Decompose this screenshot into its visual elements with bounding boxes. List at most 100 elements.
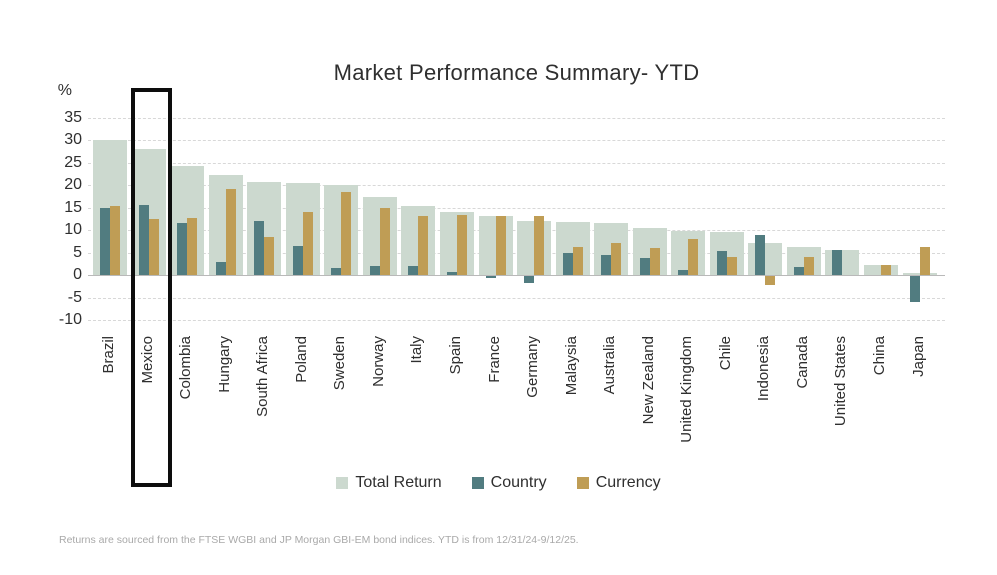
- bar-currency-sweden: [341, 192, 352, 275]
- bar-country-spain: [446, 272, 457, 275]
- bar-country-united-states: [832, 250, 843, 275]
- x-axis-label-indonesia: Indonesia: [755, 336, 773, 402]
- y-axis-tick-label: 35: [64, 108, 82, 126]
- y-axis-tick-label: 0: [73, 266, 82, 283]
- legend-swatch-currency: [576, 477, 589, 489]
- bar-country-france: [485, 276, 496, 279]
- bar-country-south-africa: [254, 220, 265, 275]
- bar-currency-new-zealand: [649, 248, 660, 275]
- bar-currency-indonesia: [765, 276, 776, 285]
- bar-country-brazil: [100, 207, 110, 275]
- bar-currency-brazil: [110, 206, 120, 275]
- legend-swatch-total_return: [336, 477, 349, 489]
- gridline: [88, 207, 945, 209]
- bar-country-italy: [408, 266, 419, 275]
- x-axis-label-colombia: Colombia: [177, 336, 195, 400]
- bar-country-united-kingdom: [678, 269, 689, 275]
- bar-currency-hungary: [225, 188, 236, 275]
- x-axis-label-malaysia: Malaysia: [562, 336, 580, 396]
- y-axis-tick-label: 15: [64, 198, 82, 216]
- gridline: [88, 140, 945, 141]
- x-axis-label-spain: Spain: [446, 336, 464, 375]
- x-axis-label-australia: Australia: [601, 336, 619, 395]
- bar-country-canada: [793, 266, 804, 275]
- bar-country-new-zealand: [639, 257, 650, 275]
- legend-item-country: Country: [471, 474, 547, 492]
- x-axis-label-united-kingdom: United Kingdom: [678, 336, 696, 443]
- x-axis-label-south-africa: South Africa: [254, 336, 272, 417]
- legend-item-currency: Currency: [576, 474, 661, 492]
- x-axis-label-norway: Norway: [369, 336, 387, 387]
- y-axis-unit-label: %: [57, 82, 72, 99]
- gridline: [88, 320, 945, 321]
- legend: Total Return Country Currency: [0, 474, 997, 492]
- legend-item-total_return: Total Return: [336, 474, 442, 492]
- bar-country-norway: [369, 266, 380, 275]
- bar-country-mexico: [138, 205, 149, 275]
- legend-label-currency: Currency: [595, 474, 661, 491]
- x-axis-label-hungary: Hungary: [215, 336, 233, 393]
- y-axis-tick-label: -10: [58, 311, 82, 328]
- bar-currency-china: [881, 265, 891, 275]
- y-axis-tick-label: 20: [64, 176, 82, 193]
- bar-currency-norway: [379, 207, 390, 275]
- x-axis-label-sweden: Sweden: [331, 336, 349, 391]
- legend-swatch-country: [471, 477, 484, 489]
- mexico-highlight-box: [131, 88, 172, 487]
- x-axis-label-japan: Japan: [909, 336, 927, 377]
- bar-currency-mexico: [148, 219, 159, 275]
- bar-currency-malaysia: [572, 247, 583, 275]
- bar-currency-france: [495, 215, 506, 275]
- gridline: [88, 185, 945, 186]
- chart-title: Market Performance Summary- YTD: [333, 60, 700, 85]
- x-axis-label-new-zealand: New Zealand: [639, 336, 657, 425]
- gridline: [88, 252, 945, 254]
- bar-currency-japan: [919, 246, 930, 275]
- y-axis-tick-label: -5: [67, 288, 82, 306]
- gridline: [88, 162, 945, 164]
- x-axis-label-france: France: [485, 336, 503, 383]
- gridline: [88, 117, 945, 119]
- bar-currency-united-kingdom: [688, 239, 699, 275]
- bar-currency-australia: [611, 242, 622, 275]
- x-axis-label-canada: Canada: [793, 336, 811, 389]
- x-axis-label-poland: Poland: [292, 336, 310, 383]
- x-axis-label-china: China: [871, 336, 888, 376]
- zero-gridline: [88, 275, 945, 276]
- legend-label-country: Country: [490, 474, 547, 491]
- bar-currency-poland: [302, 212, 313, 275]
- y-axis-tick-label: 25: [64, 153, 82, 171]
- bar-country-poland: [292, 246, 303, 275]
- x-axis-label-germany: Germany: [524, 336, 542, 398]
- bar-currency-colombia: [187, 218, 198, 275]
- y-axis-tick-label: 30: [64, 131, 82, 148]
- bar-currency-germany: [534, 215, 545, 275]
- bar-total-united-states: [825, 250, 860, 275]
- gridline: [88, 297, 945, 299]
- bar-country-hungary: [215, 261, 226, 275]
- bar-currency-south-africa: [264, 236, 275, 275]
- bar-country-malaysia: [562, 252, 573, 275]
- bar-country-indonesia: [755, 235, 766, 275]
- bar-country-germany: [524, 276, 535, 283]
- x-axis-label-italy: Italy: [408, 336, 426, 364]
- bar-currency-chile: [726, 257, 737, 275]
- y-axis-tick-label: 5: [73, 243, 82, 261]
- bar-currency-spain: [456, 215, 467, 275]
- x-axis-label-chile: Chile: [716, 336, 734, 371]
- bar-country-australia: [601, 255, 612, 275]
- bar-country-sweden: [331, 268, 342, 275]
- bar-country-colombia: [177, 222, 188, 275]
- bar-currency-canada: [803, 257, 814, 275]
- bar-currency-italy: [418, 215, 429, 275]
- source-footnote: Returns are sourced from the FTSE WGBI a…: [59, 534, 579, 546]
- y-axis-tick-label: 10: [64, 221, 82, 238]
- legend-label-total_return: Total Return: [355, 474, 442, 491]
- x-axis-label-united-states: United States: [832, 336, 850, 427]
- bar-total-indonesia: [748, 242, 783, 275]
- gridline: [88, 230, 945, 231]
- x-axis-label-brazil: Brazil: [100, 336, 117, 374]
- bar-country-japan: [909, 276, 920, 303]
- bar-country-chile: [716, 250, 727, 275]
